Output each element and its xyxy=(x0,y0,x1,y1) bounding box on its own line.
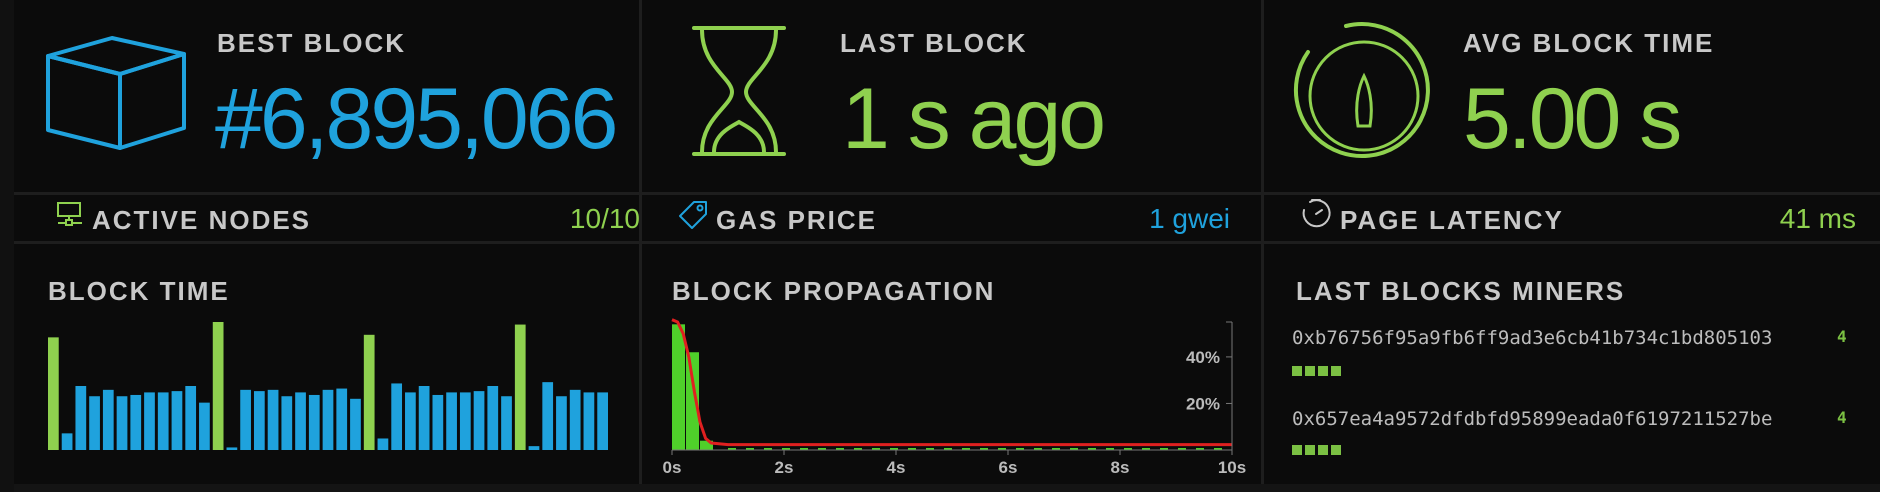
miner-block xyxy=(1292,445,1302,455)
cube-icon xyxy=(46,36,186,150)
block-time-bar xyxy=(501,396,512,450)
block-time-bar xyxy=(48,337,59,450)
block-time-bar xyxy=(102,389,114,450)
propagation-curve xyxy=(671,318,1232,447)
price-tag-icon xyxy=(679,201,707,229)
block-time-bar xyxy=(253,391,265,450)
block-time-bar xyxy=(295,392,306,450)
x-tick-label: 0s xyxy=(663,458,682,477)
miner-block xyxy=(1318,366,1328,376)
miner-block-bar xyxy=(1292,445,1341,455)
avg-block-time-value: 5.00 s xyxy=(1463,71,1682,167)
page-latency-value: 41 ms xyxy=(1779,203,1856,234)
miner-block xyxy=(1318,445,1328,455)
block-time-bar xyxy=(240,389,251,450)
hourglass-icon xyxy=(692,26,786,156)
block-time-bar xyxy=(61,433,73,450)
left-edge xyxy=(0,0,14,492)
divider xyxy=(639,0,642,492)
timer-dial-icon xyxy=(1293,22,1430,158)
y-tick-label: 40% xyxy=(1186,348,1220,367)
block-time-bar xyxy=(308,394,320,450)
block-time-bar xyxy=(89,396,100,450)
block-time-bar xyxy=(514,324,526,450)
divider xyxy=(14,241,1880,244)
block-propagation-chart: 20% 40% 0s 2s 4s 6s 8s 10s xyxy=(663,318,1246,477)
block-time-bar xyxy=(75,386,87,450)
miner-block xyxy=(1331,445,1341,455)
block-time-bar xyxy=(405,392,416,450)
miner-block-count: 4 xyxy=(1837,408,1847,427)
gas-price-value: 1 gwei xyxy=(1149,203,1230,234)
miner-block xyxy=(1305,445,1315,455)
miner-block xyxy=(1292,366,1302,376)
block-time-bar xyxy=(116,396,128,450)
block-time-bar xyxy=(144,392,155,450)
active-nodes-label: ACTIVE NODES xyxy=(92,205,312,235)
block-time-bar xyxy=(281,396,293,450)
gas-price-label: GAS PRICE xyxy=(716,205,878,235)
divider xyxy=(14,484,1880,492)
block-time-bar xyxy=(336,388,348,450)
block-time-bar xyxy=(446,392,457,450)
last-block-label: LAST BLOCK xyxy=(840,28,1028,58)
block-time-bar xyxy=(418,386,430,450)
best-block-label: BEST BLOCK xyxy=(217,28,406,58)
last-block-value: 1 s ago xyxy=(842,71,1106,167)
block-time-bar xyxy=(199,402,210,450)
block-time-bar xyxy=(171,391,183,450)
miner-address: 0x657ea4a9572dfdbfd95899eada0f6197211527… xyxy=(1292,408,1773,430)
block-time-bar xyxy=(473,391,485,450)
block-propagation-title: BLOCK PROPAGATION xyxy=(672,276,996,306)
propagation-bar xyxy=(686,352,699,450)
x-tick-label: 2s xyxy=(775,458,794,477)
block-time-bar xyxy=(556,396,567,450)
y-tick-label: 20% xyxy=(1186,394,1220,413)
divider xyxy=(1261,0,1264,492)
miner-address: 0xb76756f95a9fb6ff9ad3e6cb41b734c1bd8051… xyxy=(1292,327,1773,349)
block-time-bar xyxy=(267,389,279,450)
block-time-bar xyxy=(391,383,403,450)
block-time-bar xyxy=(542,382,554,450)
miner-block xyxy=(1305,366,1315,376)
x-tick-label: 4s xyxy=(887,458,906,477)
x-tick-label: 8s xyxy=(1111,458,1130,477)
propagation-bar xyxy=(672,324,685,450)
block-time-bar xyxy=(597,392,608,450)
block-time-bar xyxy=(363,334,375,450)
block-time-bar xyxy=(583,392,595,450)
avg-block-time-label: AVG BLOCK TIME xyxy=(1463,28,1715,58)
miner-block-count: 4 xyxy=(1837,327,1847,346)
x-tick-label: 6s xyxy=(999,458,1018,477)
block-time-bar xyxy=(350,398,361,450)
block-time-bar xyxy=(130,394,142,450)
block-time-bar xyxy=(157,392,169,450)
page-latency-label: PAGE LATENCY xyxy=(1340,205,1564,235)
block-time-bar xyxy=(322,389,334,450)
block-time-bar xyxy=(226,447,238,450)
block-time-bar xyxy=(487,386,499,450)
block-time-title: BLOCK TIME xyxy=(48,276,230,306)
divider xyxy=(14,192,1880,195)
network-node-icon xyxy=(57,202,82,226)
stopwatch-icon xyxy=(1302,199,1331,228)
block-time-bar xyxy=(569,389,581,450)
active-nodes-value: 10/10 xyxy=(569,203,640,234)
block-time-bar xyxy=(432,394,444,450)
block-time-bar xyxy=(185,386,197,450)
block-time-bar xyxy=(212,322,224,450)
miner-block-bar xyxy=(1292,366,1341,376)
block-time-bar xyxy=(459,392,471,450)
propagation-bar xyxy=(700,440,713,450)
x-tick-label: 10s xyxy=(1218,458,1246,477)
block-time-chart xyxy=(48,322,608,450)
miner-block xyxy=(1331,366,1341,376)
block-time-bar xyxy=(377,438,389,450)
best-block-value: #6,895,066 xyxy=(215,71,618,167)
block-time-bar xyxy=(528,446,540,450)
last-blocks-miners-title: LAST BLOCKS MINERS xyxy=(1296,276,1626,306)
